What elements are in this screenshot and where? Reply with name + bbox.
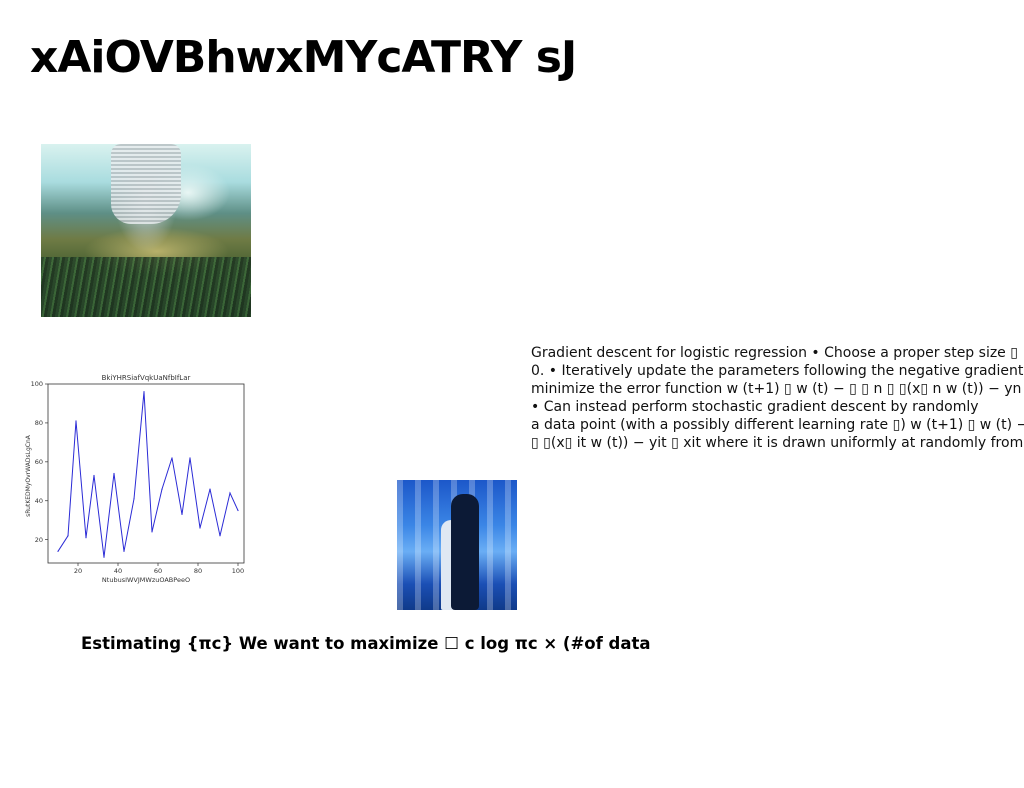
chart-y-tick-label: 20 (35, 536, 43, 544)
paragraph-line: Gradient descent for logistic regression… (531, 345, 1018, 361)
chart-x-tick-label: 60 (154, 567, 162, 575)
chart-series-line (57, 391, 239, 558)
chart-x-tick-label: 100 (232, 567, 244, 575)
chart-data-point (143, 391, 145, 393)
paragraph-line: • Can instead perform stochastic gradien… (531, 399, 979, 415)
section-subheading: Estimating {πc} We want to maximize ☐ c … (81, 634, 651, 653)
chart-data-point (171, 457, 173, 459)
chart-y-tick-label: 80 (35, 419, 43, 427)
chart-data-point (113, 472, 115, 475)
chart-x-axis-label: NtubusIWVJMWzuOABPeeO (102, 576, 190, 584)
chart-data-point (123, 550, 125, 552)
paragraph-line: minimize the error function w (t+1) ▯ w … (531, 381, 1024, 397)
chart-data-point (151, 531, 153, 533)
chart-data-point (75, 420, 77, 422)
chart-x-tick-label: 80 (194, 567, 202, 575)
chart-data-point (85, 537, 87, 539)
chart-title: BkiYHRSiafVqkUaNfbIfLar (102, 374, 191, 382)
line-chart: BkiYHRSiafVqkUaNfbIfLar 20 40 60 80 100 20 40 6… (18, 368, 250, 586)
chart-data-point (103, 556, 105, 558)
chart-data-point (219, 535, 221, 537)
chart-data-point (237, 509, 239, 512)
slide-title: xAiOVBhwxMYcATRY sJ (30, 32, 577, 83)
chart-y-tick-label: 60 (35, 458, 43, 466)
chart-plot-frame (47, 383, 245, 564)
paragraph-line: 0. • Iteratively update the parameters f… (531, 363, 1024, 379)
photo-figure-dark (451, 494, 479, 610)
chart-data-point (57, 550, 59, 552)
paragraph-line: a data point (with a possibly different … (531, 417, 1024, 433)
chart-data-point (189, 457, 191, 459)
chart-data-point (161, 488, 163, 490)
chart-x-tick-label: 40 (114, 567, 122, 575)
line-chart-svg: BkiYHRSiafVqkUaNfbIfLar 20 40 60 80 100 20 40 6… (25, 374, 245, 584)
photo-tower-detail (111, 144, 181, 224)
chart-data-point (229, 492, 231, 494)
chart-x-tick-label: 20 (74, 567, 82, 575)
chart-y-axis-label: sRutKEDMyOvrWADsLgCnA (25, 434, 32, 517)
photo-grass-detail (41, 257, 251, 317)
chart-data-point (67, 535, 69, 537)
chart-data-point (93, 474, 95, 477)
chart-data-point (181, 513, 183, 515)
paragraph-line: ▯ ▯(x▯ it w (t)) − yit ▯ xit where it is… (531, 435, 1024, 451)
subway-couple-photo (397, 480, 517, 610)
chart-data-point (199, 527, 201, 529)
body-paragraph: Gradient descent for logistic regression… (531, 344, 1024, 452)
landscape-photo (41, 144, 251, 317)
chart-data-point (209, 488, 211, 490)
chart-data-point (133, 498, 135, 500)
chart-y-tick-label: 40 (35, 497, 43, 505)
chart-y-tick-label: 100 (31, 380, 43, 388)
